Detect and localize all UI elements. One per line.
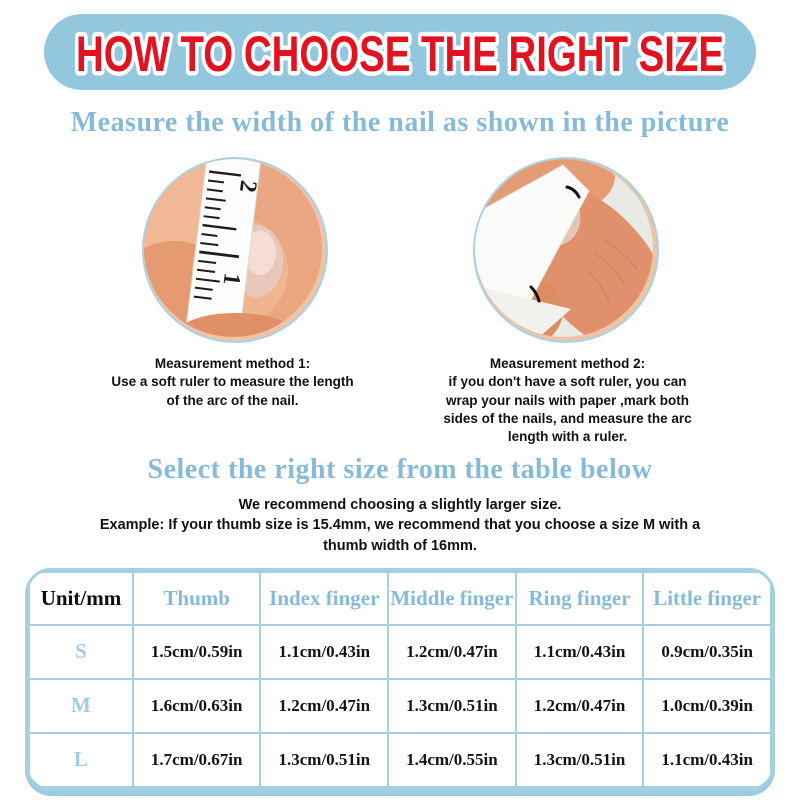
value-cell: 1.3cm/0.51in — [387, 677, 517, 734]
value-cell: 1.6cm/0.63in — [131, 677, 262, 734]
title-banner-art: HOW TO CHOOSE THE RIGHT SIZE — [72, 22, 729, 87]
method2-caption: Measurement method 2: if you don't have … — [443, 356, 692, 445]
column-header-middle-finger: Middle finger — [387, 570, 517, 626]
table-header-row: Unit/mm Thumb Index finger Middle finger… — [28, 570, 772, 626]
ruler-number-2: 2 — [233, 179, 260, 194]
method-photos: 2 1 — [141, 157, 659, 343]
value-cell: 1.2cm/0.47in — [259, 677, 390, 734]
value-cell: 1.0cm/0.39in — [642, 677, 772, 734]
select-heading: Select the right size from the table bel… — [147, 453, 653, 485]
soft-ruler-measure-photo-icon: 2 1 — [143, 159, 322, 337]
page-title: HOW TO CHOOSE THE RIGHT SIZE — [76, 26, 724, 82]
paper-wrap-measure-photo-icon — [474, 159, 653, 337]
value-cell: 0.9cm/0.35in — [642, 623, 772, 680]
size-cell: L — [28, 731, 134, 788]
column-header-little-finger: Little finger — [642, 570, 772, 626]
size-table: Unit/mm Thumb Index finger Middle finger… — [28, 570, 772, 788]
value-cell: 1.3cm/0.51in — [514, 731, 645, 788]
method1-photo-circle: 2 1 — [141, 157, 328, 343]
size-cell: M — [28, 677, 134, 734]
column-header-unit: Unit/mm — [28, 570, 134, 626]
value-cell: 1.7cm/0.67in — [131, 731, 262, 788]
value-cell: 1.2cm/0.47in — [387, 623, 517, 680]
value-cell: 1.1cm/0.43in — [514, 623, 645, 680]
column-header-ring-finger: Ring finger — [514, 570, 645, 626]
value-cell: 1.1cm/0.43in — [259, 623, 390, 680]
method2-photo-circle — [472, 157, 659, 343]
recommendation-text: We recommend choosing a slightly larger … — [99, 496, 701, 554]
method-captions: Measurement method 1: Use a soft ruler t… — [75, 355, 725, 447]
column-header-index-finger: Index finger — [259, 570, 390, 626]
size-cell: S — [28, 623, 134, 680]
value-cell: 1.2cm/0.47in — [514, 677, 645, 734]
value-cell: 1.3cm/0.51in — [259, 731, 390, 788]
value-cell: 1.5cm/0.59in — [131, 623, 262, 680]
method1-caption: Measurement method 1: Use a soft ruler t… — [111, 356, 354, 408]
table-row-s: S 1.5cm/0.59in 1.1cm/0.43in 1.2cm/0.47in… — [28, 623, 772, 680]
value-cell: 1.4cm/0.55in — [387, 731, 517, 788]
ruler-number-1: 1 — [217, 271, 244, 286]
value-cell: 1.1cm/0.43in — [642, 731, 772, 788]
table-row-m: M 1.6cm/0.63in 1.2cm/0.47in 1.3cm/0.51in… — [28, 677, 772, 734]
measure-heading: Measure the width of the nail as shown i… — [70, 107, 730, 138]
size-table-wrap: Unit/mm Thumb Index finger Middle finger… — [25, 567, 775, 791]
title-banner: HOW TO CHOOSE THE RIGHT SIZE — [44, 14, 756, 90]
column-header-thumb: Thumb — [131, 570, 262, 626]
table-row-l: L 1.7cm/0.67in 1.3cm/0.51in 1.4cm/0.55in… — [28, 731, 772, 788]
